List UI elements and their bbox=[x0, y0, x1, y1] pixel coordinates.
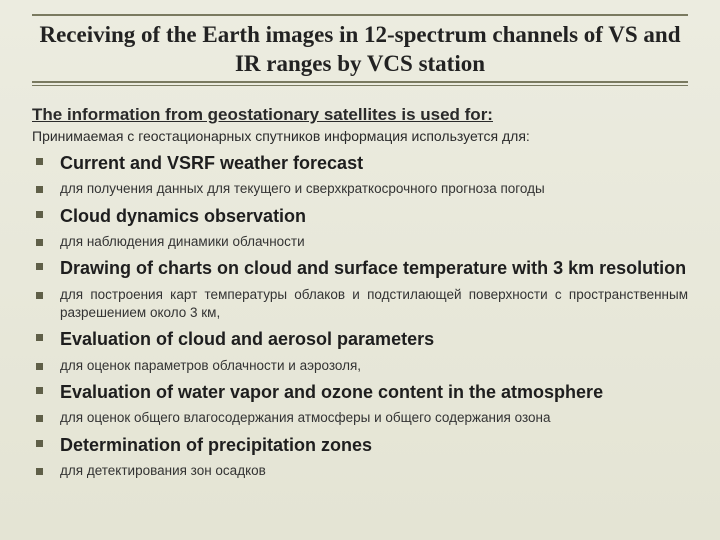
slide-title: Receiving of the Earth images in 12-spec… bbox=[32, 14, 688, 83]
item-ru: для наблюдения динамики облачности bbox=[60, 233, 688, 251]
list-item: для оценок общего влагосодержания атмосф… bbox=[32, 409, 688, 427]
list-item: для детектирования зон осадков bbox=[32, 462, 688, 480]
items-list: Current and VSRF weather forecast для по… bbox=[32, 152, 688, 481]
list-item: Evaluation of cloud and aerosol paramete… bbox=[32, 328, 688, 351]
intro-ru: Принимаемая с геостационарных спутников … bbox=[32, 128, 688, 144]
item-en: Evaluation of cloud and aerosol paramete… bbox=[60, 328, 688, 351]
item-en: Drawing of charts on cloud and surface t… bbox=[60, 257, 688, 280]
item-ru: для оценок общего влагосодержания атмосф… bbox=[60, 409, 688, 427]
item-ru: для построения карт температуры облаков … bbox=[60, 286, 688, 322]
item-en: Evaluation of water vapor and ozone cont… bbox=[60, 381, 688, 404]
slide: Receiving of the Earth images in 12-spec… bbox=[0, 0, 720, 540]
list-item: для получения данных для текущего и свер… bbox=[32, 180, 688, 198]
item-en: Current and VSRF weather forecast bbox=[60, 152, 688, 175]
list-item: для построения карт температуры облаков … bbox=[32, 286, 688, 322]
intro-en: The information from geostationary satel… bbox=[32, 105, 688, 125]
list-item: для наблюдения динамики облачности bbox=[32, 233, 688, 251]
list-item: Drawing of charts on cloud and surface t… bbox=[32, 257, 688, 280]
list-item: для оценок параметров облачности и аэроз… bbox=[32, 357, 688, 375]
list-item: Cloud dynamics observation bbox=[32, 205, 688, 228]
list-item: Current and VSRF weather forecast bbox=[32, 152, 688, 175]
item-ru: для детектирования зон осадков bbox=[60, 462, 688, 480]
item-ru: для оценок параметров облачности и аэроз… bbox=[60, 357, 688, 375]
item-ru: для получения данных для текущего и свер… bbox=[60, 180, 688, 198]
item-en: Determination of precipitation zones bbox=[60, 434, 688, 457]
list-item: Determination of precipitation zones bbox=[32, 434, 688, 457]
title-wrap: Receiving of the Earth images in 12-spec… bbox=[32, 14, 688, 83]
item-en: Cloud dynamics observation bbox=[60, 205, 688, 228]
list-item: Evaluation of water vapor and ozone cont… bbox=[32, 381, 688, 404]
